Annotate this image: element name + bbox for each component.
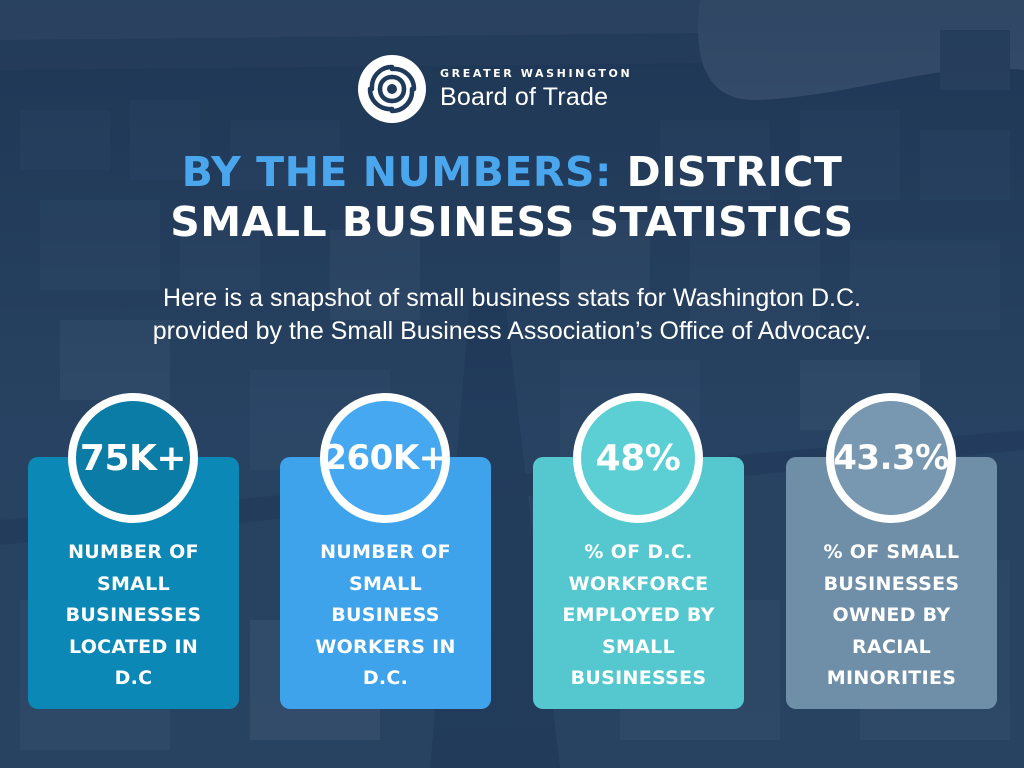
subtitle-line2: provided by the Small Business Associati… [152,317,872,345]
title-line1-rest: DISTRICT [626,148,843,196]
stat-circle-workers: 260K+ [320,393,450,523]
logo-top-line: GREATER WASHINGTON [440,66,633,80]
stat-label-workers: NUMBER OF SMALL BUSINESS WORKERS IN D.C. [315,541,456,689]
stat-circle-small-businesses: 75K+ [68,393,198,523]
stat-circle-workforce: 48% [573,393,703,523]
swirl-logo-icon [358,55,426,123]
subtitle-line1: Here is a snapshot of small business sta… [163,284,861,312]
title-accent: BY THE NUMBERS: [181,148,612,196]
title-line2: SMALL BUSINESS STATISTICS [170,198,854,246]
stat-label-small-businesses: NUMBER OF SMALL BUSINESSES LOCATED IN D.… [65,541,202,689]
subtitle: Here is a snapshot of small business sta… [0,282,1024,348]
stat-label-minority-owned: % OF SMALL BUSINESSES OWNED BY RACIAL MI… [823,541,960,689]
board-of-trade-logo: GREATER WASHINGTON Board of Trade [358,55,632,123]
stat-label-workforce: % OF D.C. WORKFORCE EMPLOYED BY SMALL BU… [562,541,715,689]
stat-circle-minority-owned: 43.3% [826,393,956,523]
logo-bottom-line: Board of Trade [440,82,609,111]
page-title: BY THE NUMBERS: DISTRICT SMALL BUSINESS … [0,147,1024,247]
